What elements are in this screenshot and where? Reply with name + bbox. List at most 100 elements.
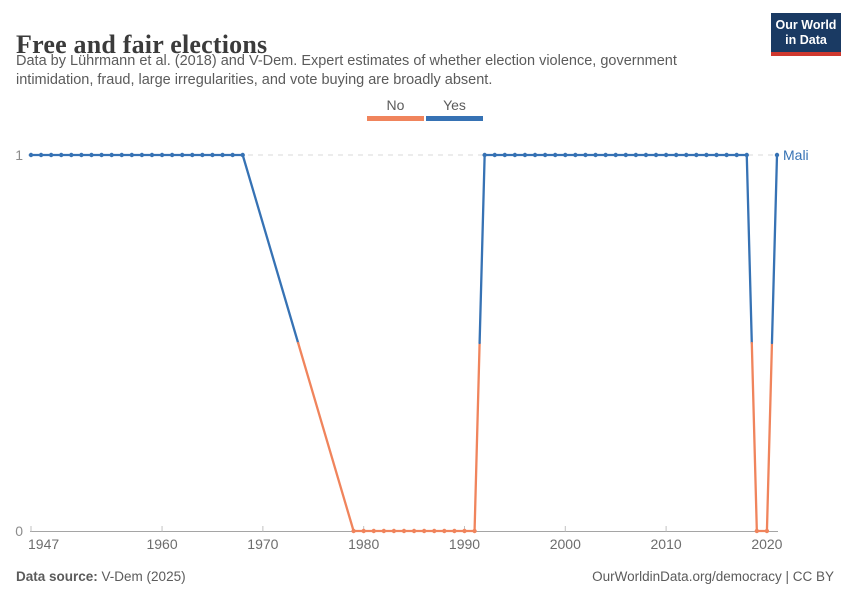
- data-point[interactable]: [361, 528, 366, 534]
- data-point[interactable]: [573, 152, 578, 158]
- data-point[interactable]: [129, 152, 135, 158]
- data-point[interactable]: [744, 152, 749, 158]
- series-segment: [296, 341, 355, 533]
- data-point[interactable]: [492, 152, 497, 158]
- series-segment: [473, 341, 481, 533]
- data-point[interactable]: [38, 152, 44, 158]
- data-point[interactable]: [623, 152, 628, 158]
- data-point[interactable]: [694, 152, 699, 158]
- owid-logo-line2: in Data: [785, 33, 827, 47]
- data-point[interactable]: [411, 528, 417, 534]
- data-point[interactable]: [240, 152, 245, 158]
- series-segment: [750, 341, 758, 533]
- data-source-value: V-Dem (2025): [101, 569, 186, 584]
- data-point[interactable]: [139, 152, 145, 158]
- data-point[interactable]: [99, 152, 104, 158]
- data-point[interactable]: [190, 152, 195, 158]
- owid-logo-line1: Our World: [775, 18, 837, 32]
- data-point[interactable]: [381, 528, 387, 534]
- y-tick-label: 0: [15, 523, 23, 539]
- data-point[interactable]: [764, 528, 770, 534]
- data-point[interactable]: [371, 528, 376, 534]
- x-tick-label: 1970: [247, 536, 278, 552]
- data-point[interactable]: [391, 528, 397, 534]
- data-point[interactable]: [673, 152, 679, 158]
- data-point[interactable]: [169, 152, 175, 158]
- data-point[interactable]: [159, 152, 165, 158]
- data-point[interactable]: [532, 152, 538, 158]
- owid-logo[interactable]: Our World in Data: [771, 13, 841, 56]
- data-point[interactable]: [643, 152, 649, 158]
- data-point[interactable]: [442, 528, 447, 534]
- data-point[interactable]: [28, 152, 34, 158]
- series-segment: [241, 153, 300, 345]
- data-point[interactable]: [502, 152, 508, 158]
- data-point[interactable]: [583, 152, 588, 158]
- legend-swatch: [426, 116, 483, 121]
- data-point[interactable]: [522, 152, 528, 158]
- data-point[interactable]: [109, 152, 114, 158]
- x-tick-label: 1960: [146, 536, 177, 552]
- legend-label: No: [386, 97, 405, 113]
- data-point[interactable]: [401, 528, 407, 534]
- data-point[interactable]: [563, 152, 568, 158]
- data-point[interactable]: [89, 152, 94, 158]
- x-tick-label: 1990: [449, 536, 480, 552]
- data-source-text: Data source: V-Dem (2025): [16, 569, 186, 584]
- chart-subtitle: Data by Lührmann et al. (2018) and V-Dem…: [16, 52, 677, 90]
- data-point[interactable]: [603, 152, 608, 158]
- legend-item-yes[interactable]: Yes: [426, 97, 483, 121]
- x-tick-label: 1947: [28, 536, 59, 552]
- data-point[interactable]: [351, 528, 356, 534]
- y-tick-label: 1: [15, 147, 23, 163]
- data-point[interactable]: [180, 152, 185, 158]
- data-point[interactable]: [472, 528, 477, 534]
- data-source-label: Data source:: [16, 569, 98, 584]
- data-point[interactable]: [774, 152, 780, 158]
- data-point[interactable]: [542, 152, 548, 158]
- legend-item-no[interactable]: No: [367, 97, 424, 121]
- data-point[interactable]: [633, 152, 639, 158]
- data-point[interactable]: [200, 152, 205, 158]
- data-point[interactable]: [462, 528, 467, 534]
- data-point[interactable]: [593, 152, 598, 158]
- data-point[interactable]: [734, 152, 739, 158]
- data-point[interactable]: [59, 152, 64, 158]
- data-point[interactable]: [432, 528, 437, 534]
- data-point[interactable]: [452, 528, 457, 534]
- data-point[interactable]: [754, 528, 760, 534]
- x-tick-label: 2020: [751, 536, 782, 552]
- data-point[interactable]: [149, 152, 155, 158]
- data-point[interactable]: [48, 152, 54, 158]
- data-point[interactable]: [684, 152, 689, 158]
- data-point[interactable]: [69, 152, 74, 158]
- data-point[interactable]: [714, 152, 719, 158]
- legend-swatch: [367, 116, 424, 121]
- chart-subtitle-line2: intimidation, fraud, large irregularitie…: [16, 72, 493, 88]
- data-point[interactable]: [724, 152, 729, 158]
- data-point[interactable]: [210, 152, 215, 158]
- chart-footer: Data source: V-Dem (2025) OurWorldinData…: [16, 569, 834, 584]
- data-point[interactable]: [79, 152, 84, 158]
- data-point[interactable]: [220, 152, 225, 158]
- x-tick-label: 1980: [348, 536, 379, 552]
- data-point[interactable]: [421, 528, 427, 534]
- series-segment: [745, 153, 753, 345]
- chart-subtitle-line1: Data by Lührmann et al. (2018) and V-Dem…: [16, 53, 677, 69]
- legend-label: Yes: [443, 97, 466, 113]
- data-point[interactable]: [512, 152, 518, 158]
- x-tick-label: 2000: [550, 536, 581, 552]
- footer-license-link[interactable]: OurWorldinData.org/democracy | CC BY: [592, 569, 834, 584]
- data-point[interactable]: [613, 152, 618, 158]
- data-point[interactable]: [482, 152, 487, 158]
- series-segment: [770, 153, 779, 345]
- legend: No Yes: [0, 97, 850, 121]
- data-point[interactable]: [663, 152, 669, 158]
- data-point[interactable]: [653, 152, 659, 158]
- data-point[interactable]: [553, 152, 558, 158]
- data-point[interactable]: [230, 152, 235, 158]
- data-point[interactable]: [704, 152, 709, 158]
- data-point[interactable]: [119, 152, 124, 158]
- entity-label-mali[interactable]: Mali: [783, 147, 809, 163]
